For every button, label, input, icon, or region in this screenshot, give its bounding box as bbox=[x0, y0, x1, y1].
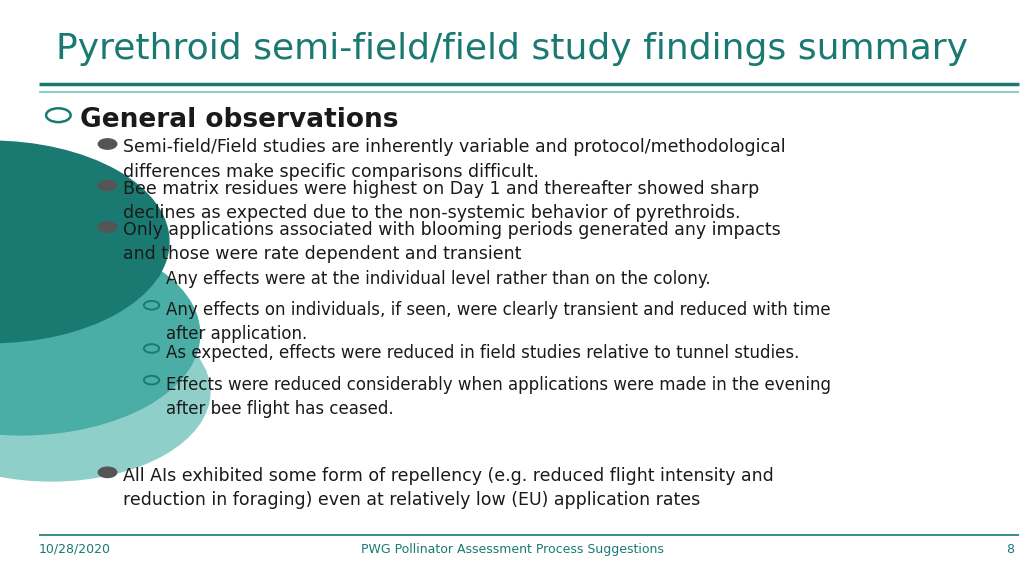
Text: Semi-field/Field studies are inherently variable and protocol/methodological
dif: Semi-field/Field studies are inherently … bbox=[123, 138, 785, 180]
Text: Bee matrix residues were highest on Day 1 and thereafter showed sharp
declines a: Bee matrix residues were highest on Day … bbox=[123, 180, 759, 222]
Circle shape bbox=[98, 467, 117, 478]
Text: As expected, effects were reduced in field studies relative to tunnel studies.: As expected, effects were reduced in fie… bbox=[166, 344, 800, 362]
Text: Any effects were at the individual level rather than on the colony.: Any effects were at the individual level… bbox=[166, 270, 711, 287]
Text: Any effects on individuals, if seen, were clearly transient and reduced with tim: Any effects on individuals, if seen, wer… bbox=[166, 301, 830, 343]
Circle shape bbox=[0, 302, 210, 481]
Circle shape bbox=[98, 180, 117, 191]
Circle shape bbox=[98, 139, 117, 149]
Circle shape bbox=[0, 141, 169, 343]
Text: 8: 8 bbox=[1006, 543, 1014, 556]
Circle shape bbox=[98, 222, 117, 232]
Circle shape bbox=[0, 233, 200, 435]
Text: Pyrethroid semi-field/field study findings summary: Pyrethroid semi-field/field study findin… bbox=[56, 32, 969, 66]
Text: All AIs exhibited some form of repellency (e.g. reduced flight intensity and
red: All AIs exhibited some form of repellenc… bbox=[123, 467, 773, 509]
Text: Only applications associated with blooming periods generated any impacts
and tho: Only applications associated with bloomi… bbox=[123, 221, 780, 263]
Text: General observations: General observations bbox=[80, 107, 398, 133]
Text: PWG Pollinator Assessment Process Suggestions: PWG Pollinator Assessment Process Sugges… bbox=[360, 543, 664, 556]
Text: 10/28/2020: 10/28/2020 bbox=[39, 543, 111, 556]
Text: Effects were reduced considerably when applications were made in the evening
aft: Effects were reduced considerably when a… bbox=[166, 376, 830, 418]
